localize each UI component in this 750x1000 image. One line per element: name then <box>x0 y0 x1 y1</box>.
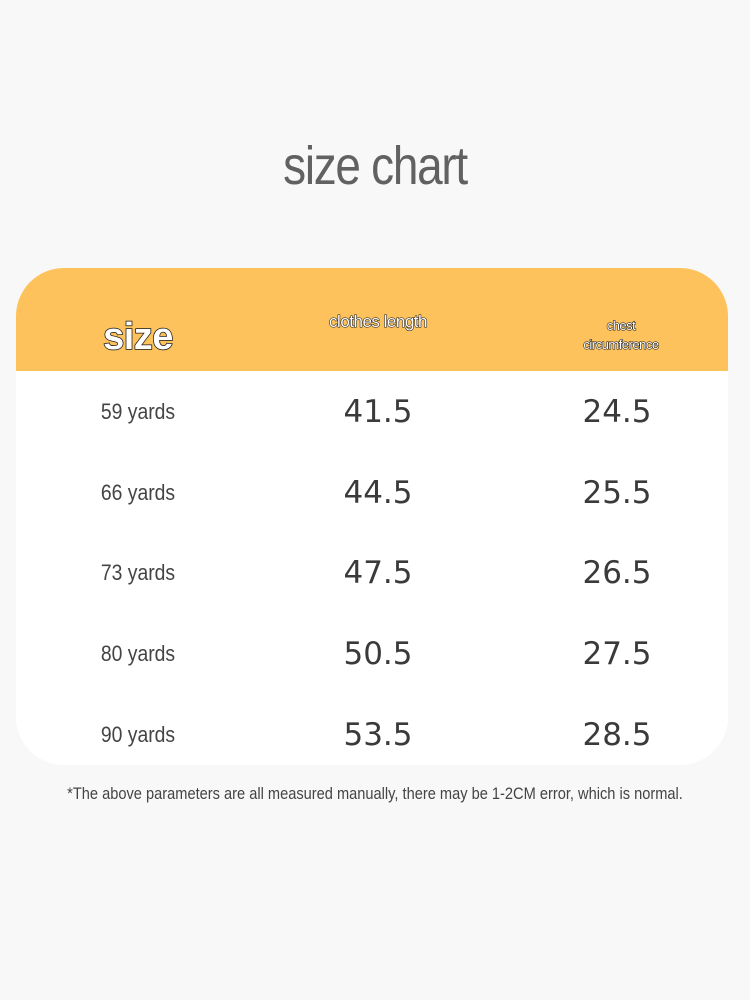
value-cell: 26.5 <box>582 555 652 592</box>
size-cell: 90 yards <box>100 721 176 747</box>
footnote: *The above parameters are all measured m… <box>67 784 683 803</box>
value-cell: 44.5 <box>343 474 413 511</box>
value-cell: 47.5 <box>343 555 413 592</box>
size-table: size clothes length chest circumference … <box>16 268 728 765</box>
size-cell: 80 yards <box>100 641 176 667</box>
value-cell: 28.5 <box>582 716 652 753</box>
size-cell: 73 yards <box>100 560 176 586</box>
size-cell: 59 yards <box>100 399 176 424</box>
size-cell: 66 yards <box>100 479 176 505</box>
table-header: size clothes length chest circumference <box>16 268 728 371</box>
column-header: clothes length <box>329 312 428 332</box>
column-header: chest circumference <box>583 318 660 353</box>
value-cell: 27.5 <box>582 636 652 673</box>
value-cell: 25.5 <box>582 474 652 511</box>
value-cell: 50.5 <box>343 636 413 673</box>
title: size chart <box>283 136 468 196</box>
value-cell: 53.5 <box>343 716 413 753</box>
column-header: size <box>102 315 174 359</box>
value-cell: 24.5 <box>582 394 652 430</box>
value-cell: 41.5 <box>343 394 413 430</box>
